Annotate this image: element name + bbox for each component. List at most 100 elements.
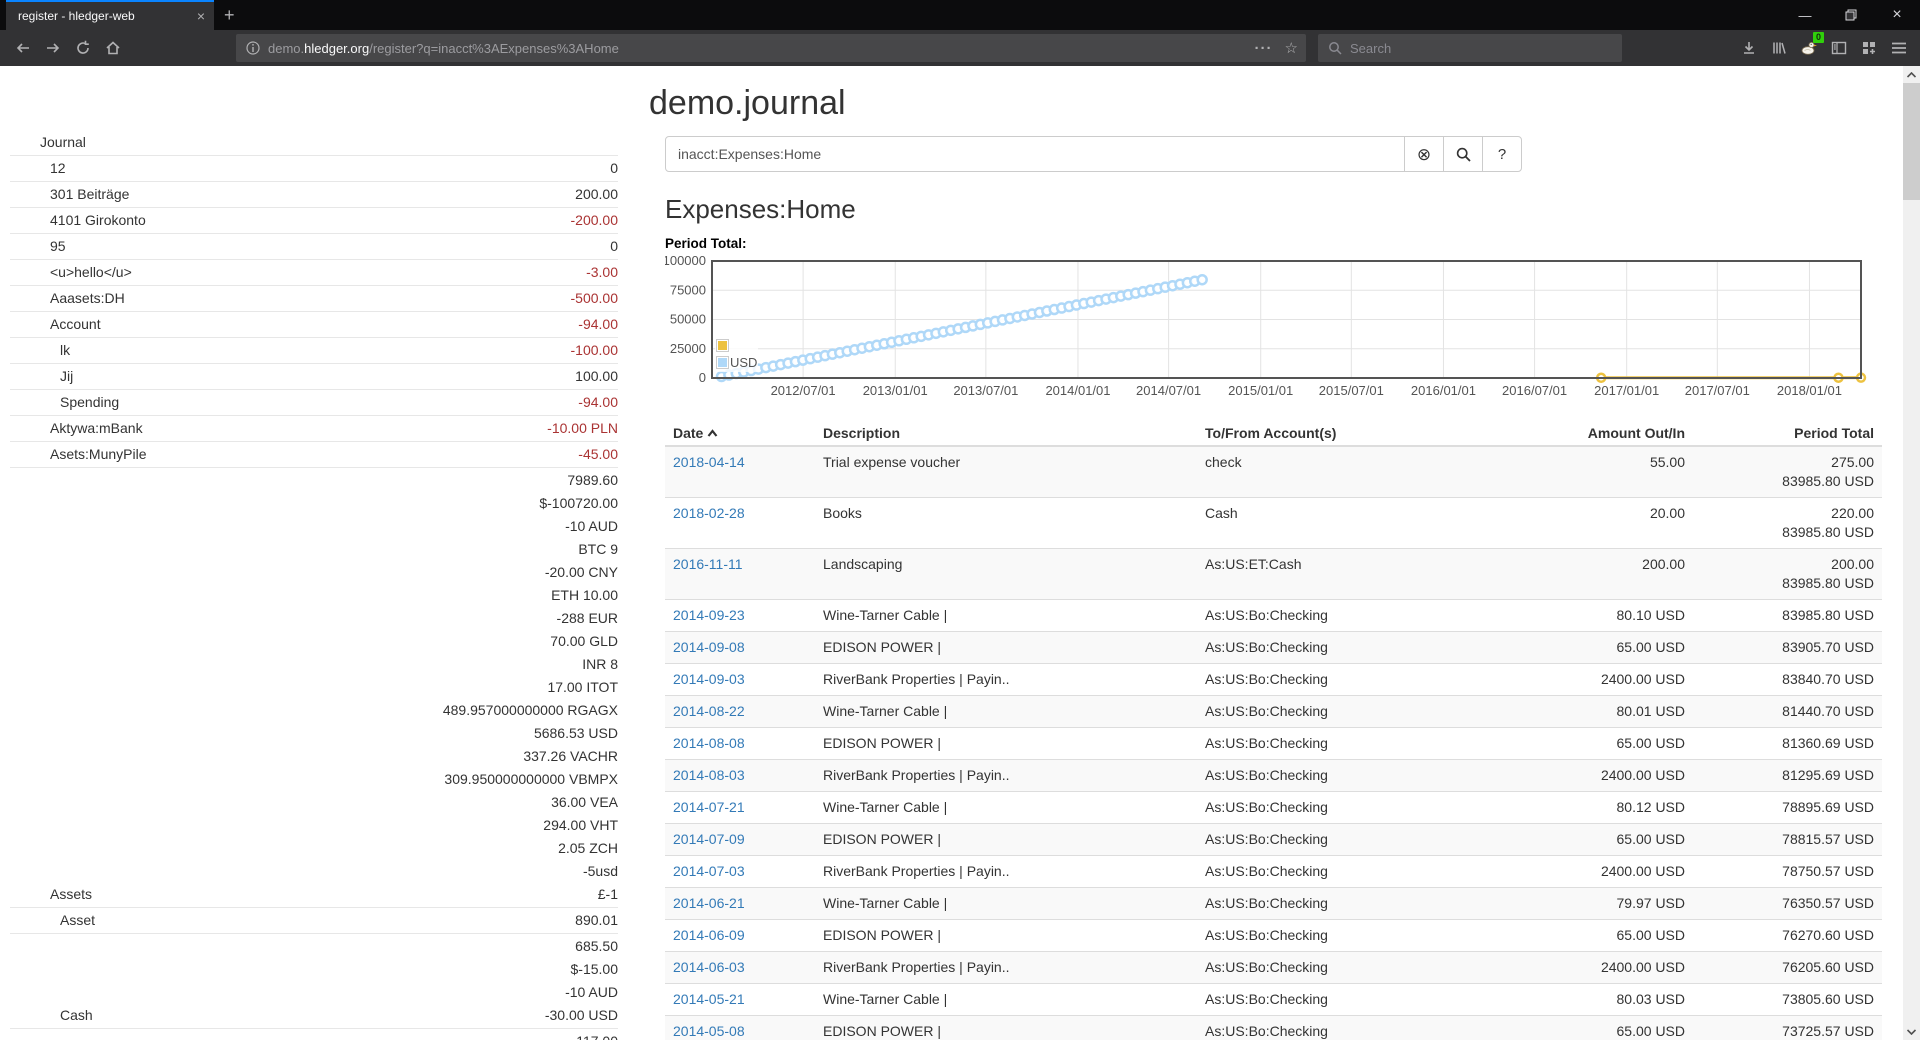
account-link[interactable]: lk (60, 342, 71, 358)
account-link[interactable]: 12 (50, 160, 66, 176)
svg-text:2016/07/01: 2016/07/01 (1502, 383, 1567, 398)
account-link[interactable]: Cash (60, 1007, 93, 1023)
transaction-date-link[interactable]: 2014-05-08 (673, 1023, 745, 1039)
window-minimize-button[interactable]: — (1798, 7, 1812, 23)
account-link[interactable]: Jij (60, 368, 74, 384)
transaction-date-link[interactable]: 2014-09-08 (673, 639, 745, 655)
bookmark-star-icon[interactable]: ☆ (1284, 40, 1298, 57)
query-input[interactable] (665, 136, 1405, 172)
account-balance: -10.00 PLN (547, 420, 618, 436)
transaction-date-link[interactable]: 2018-04-14 (673, 454, 745, 470)
window-close-button[interactable]: × (1892, 6, 1902, 23)
account-link[interactable]: 4101 Girokonto (50, 212, 146, 228)
transaction-account: As:US:Bo:Checking (1197, 887, 1517, 920)
url-text[interactable]: demo.hledger.org/register?q=inacct%3AExp… (268, 41, 1255, 56)
account-balance: -100.00 (570, 342, 618, 358)
table-row: 2018-04-14 Trial expense voucher check 55.0… (665, 445, 1882, 498)
transaction-date-link[interactable]: 2014-07-21 (673, 799, 745, 815)
url-bar[interactable]: demo.hledger.org/register?q=inacct%3AExp… (236, 34, 1306, 62)
clear-query-button[interactable]: ⊗ (1404, 136, 1444, 172)
sidebar: Journal 12 0 301 Beiträge 200.00 4101 Girokon… (10, 130, 618, 1040)
transaction-date-link[interactable]: 2018-02-28 (673, 505, 745, 521)
scrollbar-thumb[interactable] (1903, 83, 1920, 200)
period-total-chart: 2012/07/01 2013/01/01 2013/07/01 2014/01/01… (663, 252, 1882, 402)
account-link[interactable]: Assets (50, 886, 93, 902)
transaction-date-link[interactable]: 2014-07-09 (673, 831, 745, 847)
table-row: 2018-02-28 Books Cash 20.00 220.00 83985.80 U… (665, 497, 1882, 549)
account-link[interactable]: Asets:MunyPile (50, 446, 147, 462)
column-header-date[interactable]: Date (665, 421, 815, 447)
page-scrollbar[interactable] (1903, 66, 1920, 1040)
transaction-date-link[interactable]: 2014-06-03 (673, 959, 745, 975)
reload-button[interactable] (70, 36, 96, 60)
page-title: demo.journal (649, 84, 846, 122)
menu-button[interactable] (1884, 36, 1914, 60)
table-row: 2014-06-09 EDISON POWER | As:US:Bo:Checkin… (665, 919, 1882, 952)
library-button[interactable] (1764, 36, 1794, 60)
account-link[interactable]: Aaasets:DH (50, 290, 125, 306)
home-icon (106, 41, 120, 55)
submit-search-button[interactable] (1443, 136, 1483, 172)
tab-close-icon[interactable]: × (196, 8, 205, 24)
sidebars-button[interactable] (1824, 36, 1854, 60)
account-link[interactable]: Account (50, 316, 101, 332)
transaction-date-link[interactable]: 2016-11-11 (673, 556, 743, 572)
transaction-account: As:US:Bo:Checking (1197, 663, 1517, 696)
account-link[interactable]: Asset (60, 912, 96, 928)
sidebar-account-row: 95 0 (10, 233, 618, 259)
column-header-period-total[interactable]: Period Total (1693, 421, 1882, 447)
transaction-date-link[interactable]: 2014-09-23 (673, 607, 745, 623)
account-link[interactable]: Journal (40, 134, 86, 150)
back-button[interactable] (10, 36, 36, 60)
extensions-grid-button[interactable] (1854, 36, 1884, 60)
column-header-amount[interactable]: Amount Out/In (1517, 421, 1693, 447)
transaction-date-link[interactable]: 2014-05-21 (673, 991, 745, 1007)
account-link[interactable]: <u>hello</u> (50, 264, 132, 280)
site-info-icon[interactable] (246, 41, 260, 55)
account-link[interactable]: Aktywa:mBank (50, 420, 143, 436)
transaction-date-link[interactable]: 2014-09-03 (673, 671, 745, 687)
transaction-date-link[interactable]: 2014-08-03 (673, 767, 745, 783)
account-balance: -94.00 (578, 316, 618, 332)
new-tab-button[interactable]: + (224, 5, 235, 25)
transaction-amount: 2400.00 USD (1517, 663, 1693, 696)
page-actions-icon[interactable]: ··· (1254, 39, 1273, 57)
scroll-down-arrow[interactable] (1903, 1023, 1920, 1040)
clear-icon: ⊗ (1416, 144, 1432, 164)
help-button[interactable]: ? (1482, 136, 1522, 172)
scroll-up-arrow[interactable] (1903, 66, 1920, 83)
transaction-account: As:US:Bo:Checking (1197, 1015, 1517, 1040)
transaction-date-link[interactable]: 2014-08-22 (673, 703, 745, 719)
forward-button[interactable] (40, 36, 66, 60)
column-header-accounts[interactable]: To/From Account(s) (1197, 421, 1517, 447)
transaction-description: RiverBank Properties | Payin.. (815, 951, 1197, 984)
downloads-button[interactable] (1734, 36, 1764, 60)
legend-swatch (716, 356, 729, 369)
url-path: /register?q=inacct%3AExpenses%3AHome (369, 40, 619, 56)
chart-title: Period Total: (665, 236, 747, 251)
transaction-date-link[interactable]: 2014-08-08 (673, 735, 745, 751)
table-row: 2014-06-21 Wine-Tarner Cable | As:US:Bo:Ch… (665, 887, 1882, 920)
extension-duck-icon[interactable]: 0 (1794, 32, 1824, 60)
account-link[interactable]: Spending (60, 394, 120, 410)
column-header-description[interactable]: Description (815, 421, 1197, 447)
transaction-description: Wine-Tarner Cable | (815, 599, 1197, 632)
svg-text:100000: 100000 (665, 253, 706, 268)
register-header-row: Date Description To/From Account(s) Amou… (665, 421, 1882, 447)
running-total: 81360.69 USD (1693, 727, 1882, 760)
account-link[interactable]: 301 Beiträge (50, 186, 130, 202)
transaction-amount: 80.03 USD (1517, 983, 1693, 1016)
account-balance: -200.00 (570, 212, 618, 228)
home-button[interactable] (100, 36, 126, 60)
account-balance: -500.00 (570, 290, 618, 306)
transaction-date-link[interactable]: 2014-07-03 (673, 863, 745, 879)
transaction-date-link[interactable]: 2014-06-09 (673, 927, 745, 943)
sidebar-account-row: Account -94.00 (10, 311, 618, 337)
account-link[interactable]: 95 (50, 238, 66, 254)
transaction-date-link[interactable]: 2014-06-21 (673, 895, 745, 911)
window-restore-button[interactable] (1828, 0, 1874, 30)
svg-text:2012/07/01: 2012/07/01 (771, 383, 836, 398)
browser-tab-active[interactable]: register - hledger-web × (6, 0, 214, 30)
browser-search-bar[interactable]: Search (1318, 34, 1622, 62)
sidebar-account-row: Aaasets:DH -500.00 (10, 285, 618, 311)
